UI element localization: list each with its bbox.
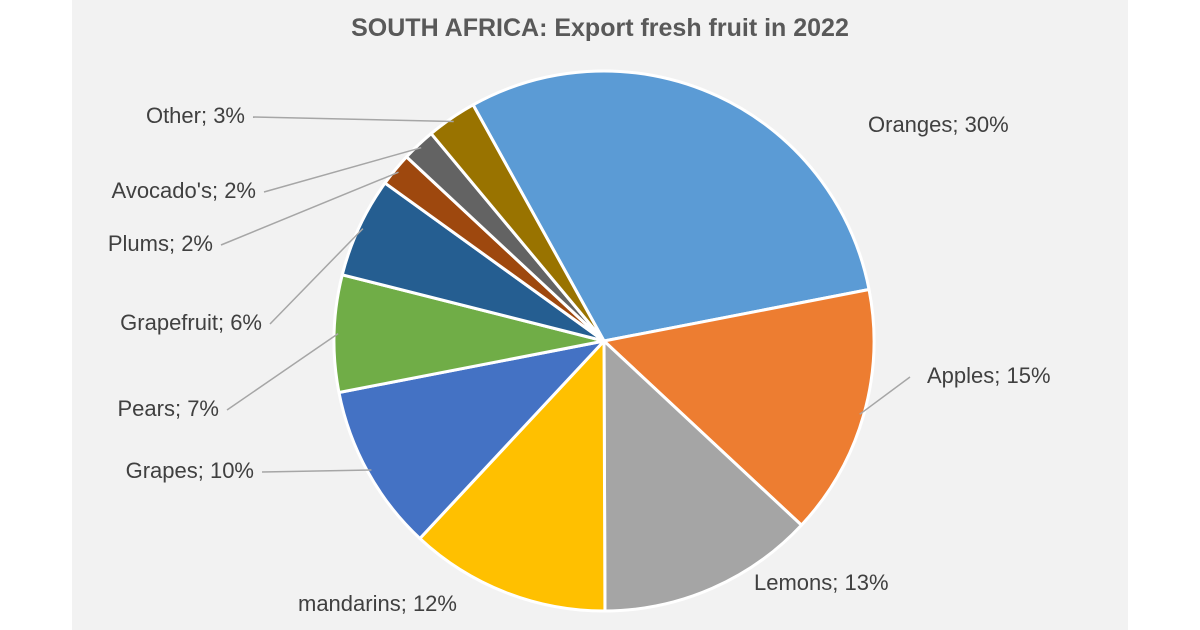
leader-line-4 <box>261 469 372 473</box>
slice-label-3: mandarins; 12% <box>298 591 457 616</box>
slice-label-8: Avocado's; 2% <box>112 178 256 203</box>
pie-slice-9 <box>429 103 606 343</box>
slice-label-1: Apples; 15% <box>927 363 1051 388</box>
chart-title: SOUTH AFRICA: Export fresh fruit in 2022 <box>351 14 849 42</box>
slice-label-4: Grapes; 10% <box>126 458 254 483</box>
pie-slice-5 <box>332 273 606 395</box>
slice-label-6: Grapefruit; 6% <box>120 310 262 335</box>
slice-labels: Oranges; 30% Apples; 15% Lemons; 13% mandar… <box>108 103 1051 616</box>
leader-line-7 <box>220 171 399 246</box>
pie-slice-0 <box>471 69 871 343</box>
slice-label-9: Other; 3% <box>146 103 245 128</box>
leader-line-6 <box>269 228 364 325</box>
leader-line-1 <box>859 376 911 415</box>
leader-line-8 <box>263 146 422 193</box>
pie-slice-1 <box>602 287 876 527</box>
leader-lines <box>220 116 911 473</box>
slice-label-0: Oranges; 30% <box>868 112 1009 137</box>
leader-line-9 <box>252 116 454 123</box>
pie-slice-3 <box>418 339 607 613</box>
leader-line-5 <box>226 332 339 411</box>
pie-slice-4 <box>337 339 606 540</box>
pie-slices <box>332 69 876 613</box>
slice-label-7: Plums; 2% <box>108 231 213 256</box>
pie-slice-2 <box>602 339 803 613</box>
slice-label-5: Pears; 7% <box>118 396 220 421</box>
slice-label-2: Lemons; 13% <box>754 570 889 595</box>
